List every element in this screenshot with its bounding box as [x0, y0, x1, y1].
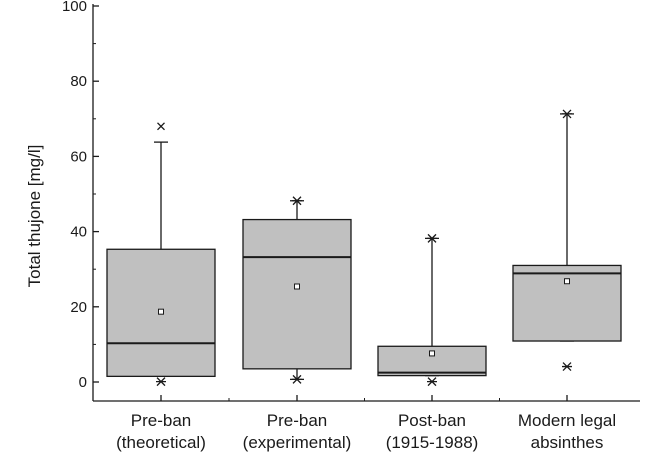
x-category-label-line: absinthes	[531, 433, 604, 452]
y-tick-label: 20	[70, 299, 87, 316]
mean-marker	[158, 308, 164, 315]
max-marker	[157, 122, 165, 131]
max-marker	[427, 233, 437, 243]
x-category-label: Pre-ban (theoretical)	[116, 411, 206, 452]
mean-marker	[294, 283, 300, 290]
x-category-label: Modern legal absinthes	[518, 411, 616, 452]
x-category-label-line: Pre-ban	[131, 411, 191, 430]
box-group	[106, 122, 216, 387]
y-tick-label: 80	[70, 73, 87, 90]
axes: 0 20 40 60 80 100 Pre-ban (theoretical) Pre-ban (…	[62, 0, 640, 452]
box-group	[242, 196, 352, 384]
min-marker	[156, 377, 166, 387]
box-series	[106, 109, 622, 387]
min-marker	[292, 374, 302, 384]
box-iqr	[512, 264, 622, 342]
x-category-label-line: Modern legal	[518, 411, 616, 430]
x-category-label-line: (experimental)	[243, 433, 352, 452]
min-marker	[562, 362, 572, 372]
y-tick-label: 0	[79, 374, 87, 391]
x-category-label-line: Post-ban	[398, 411, 466, 430]
y-tick-label: 100	[62, 0, 87, 15]
max-marker	[292, 196, 302, 206]
x-category-label-line: (theoretical)	[116, 433, 206, 452]
y-tick-label: 40	[70, 224, 87, 241]
box-group	[377, 233, 487, 387]
mean-marker	[564, 278, 570, 285]
min-marker	[427, 377, 437, 387]
x-category-label: Post-ban (1915-1988)	[386, 411, 479, 452]
max-marker	[562, 109, 572, 119]
mean-marker	[429, 350, 435, 357]
y-axis-title: Total thujone [mg/l]	[25, 145, 44, 288]
x-category-label-line: (1915-1988)	[386, 433, 479, 452]
box-iqr	[242, 218, 352, 370]
y-tick-label: 60	[70, 148, 87, 165]
x-category-label: Pre-ban (experimental)	[243, 411, 352, 452]
x-category-label-line: Pre-ban	[267, 411, 327, 430]
box-group	[512, 109, 622, 372]
